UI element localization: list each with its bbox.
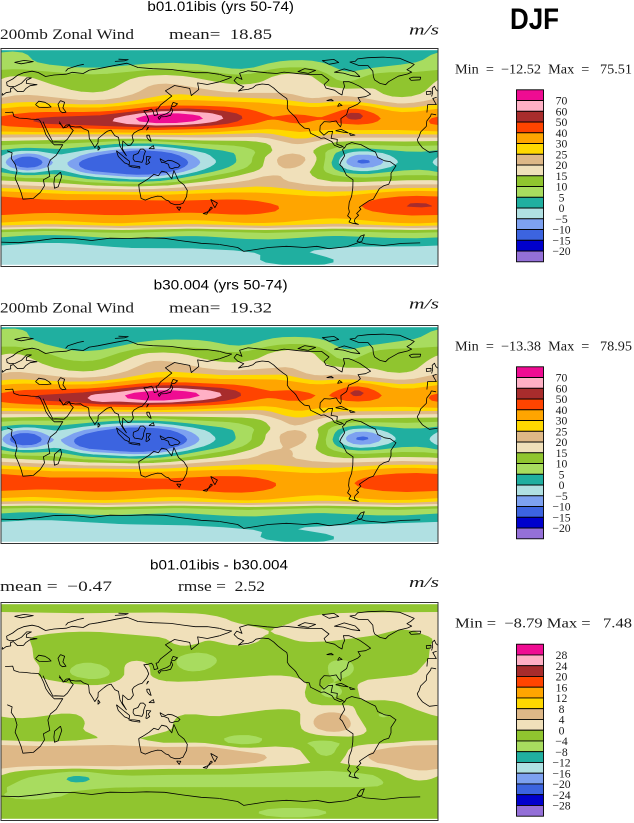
svg-text:30: 30 [556, 415, 568, 428]
svg-text:−8: −8 [555, 746, 568, 759]
svg-text:5: 5 [559, 468, 565, 481]
svg-text:−10: −10 [552, 224, 570, 237]
svg-text:−16: −16 [552, 767, 570, 780]
svg-text:24: 24 [556, 660, 568, 673]
svg-text:30: 30 [556, 138, 568, 151]
svg-text:Min = −12.52 Max = 75.51: Min = −12.52 Max = 75.51 [455, 61, 632, 76]
svg-text:b01.01ibis - b30.004: b01.01ibis - b30.004 [150, 557, 289, 572]
svg-text:20: 20 [556, 436, 568, 449]
svg-text:−24: −24 [552, 789, 570, 802]
svg-text:DJF: DJF [510, 3, 559, 36]
svg-text:Min = −13.38 Max = 78.95: Min = −13.38 Max = 78.95 [455, 338, 632, 353]
svg-text:10: 10 [556, 458, 568, 471]
svg-text:m/s: m/s [409, 575, 439, 591]
svg-text:m/s: m/s [409, 23, 439, 39]
svg-text:60: 60 [556, 382, 568, 395]
svg-text:50: 50 [556, 116, 568, 129]
svg-text:20: 20 [556, 159, 568, 172]
svg-text:25: 25 [556, 148, 568, 161]
svg-text:40: 40 [556, 127, 568, 140]
svg-text:0: 0 [559, 202, 565, 215]
svg-text:8: 8 [559, 703, 565, 716]
svg-text:4: 4 [559, 714, 565, 727]
svg-text:5: 5 [559, 191, 565, 204]
svg-text:−4: −4 [555, 735, 568, 748]
svg-text:200mb Zonal Wind: 200mb Zonal Wind [0, 301, 135, 317]
svg-text:200mb Zonal Wind: 200mb Zonal Wind [0, 27, 135, 43]
svg-text:−15: −15 [552, 511, 570, 524]
svg-text:40: 40 [556, 404, 568, 417]
svg-text:rmse = 2.52: rmse = 2.52 [178, 579, 265, 595]
svg-text:16: 16 [556, 681, 568, 694]
svg-text:m/s: m/s [409, 296, 439, 312]
svg-text:10: 10 [556, 181, 568, 194]
svg-text:70: 70 [556, 95, 568, 108]
svg-text:−20: −20 [552, 245, 570, 258]
svg-text:−28: −28 [552, 800, 570, 813]
svg-text:b01.01ibis (yrs 50-74): b01.01ibis (yrs 50-74) [147, 0, 294, 14]
svg-text:mean= 18.85: mean= 18.85 [169, 27, 272, 43]
svg-text:0: 0 [559, 479, 565, 492]
svg-text:−5: −5 [555, 213, 568, 226]
svg-text:50: 50 [556, 393, 568, 406]
svg-text:15: 15 [556, 170, 568, 183]
svg-text:20: 20 [556, 671, 568, 684]
svg-text:25: 25 [556, 425, 568, 438]
svg-text:0: 0 [559, 724, 565, 737]
svg-text:−20: −20 [552, 522, 570, 535]
svg-text:70: 70 [556, 372, 568, 385]
svg-text:28: 28 [556, 649, 568, 662]
svg-text:mean = −0.47: mean = −0.47 [0, 579, 113, 595]
svg-text:mean= 19.32: mean= 19.32 [169, 301, 272, 317]
svg-text:b30.004 (yrs 50-74): b30.004 (yrs 50-74) [154, 278, 288, 293]
svg-text:−5: −5 [555, 490, 568, 503]
svg-text:−12: −12 [552, 757, 570, 770]
svg-text:12: 12 [556, 692, 568, 705]
svg-text:−20: −20 [552, 778, 570, 791]
svg-text:−10: −10 [552, 501, 570, 514]
svg-text:15: 15 [556, 447, 568, 460]
svg-text:60: 60 [556, 105, 568, 118]
svg-text:Min = −8.79 Max = 7.48: Min = −8.79 Max = 7.48 [455, 616, 632, 631]
svg-text:−15: −15 [552, 234, 570, 247]
